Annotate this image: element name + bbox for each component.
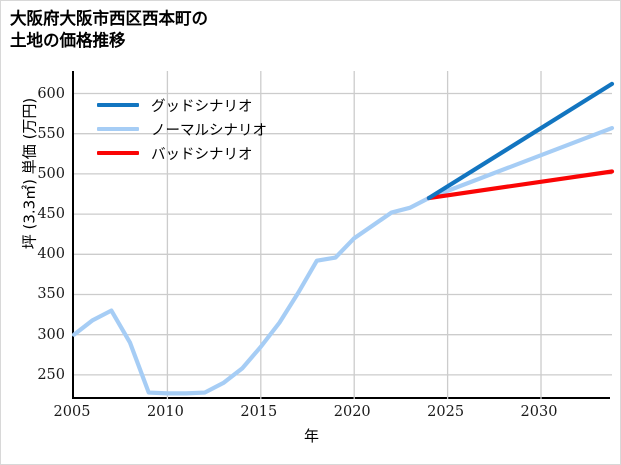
y-axis-tick-label: 450 [37,206,65,223]
legend-color-swatch [97,103,139,107]
series-line [426,169,615,201]
y-axis-tick-label: 250 [37,366,65,383]
y-axis-tick-label: 400 [37,246,65,263]
grid-lines [74,71,612,399]
legend-item-label: グッドシナリオ [151,98,253,115]
x-axis-tick-label: 2015 [240,404,278,420]
page-title: 大阪府大阪市西区西本町の 土地の価格推移 [10,9,208,50]
y-axis-title: 坪 (3.3㎡) 単価 (万円) [20,97,39,250]
legend-item[interactable]: グッドシナリオ [97,93,312,117]
legend-color-swatch [97,151,139,155]
legend-item[interactable]: ノーマルシナリオ [97,117,312,141]
y-axis-tick-labels: 250 300 350 400 450 500 550 600 [1,71,65,399]
x-axis-title: 年 [303,427,319,445]
y-axis-tick-label: 600 [37,85,65,102]
data-series-lines [71,81,615,396]
x-axis-tick-label: 2010 [146,404,184,420]
legend-color-swatch [97,127,139,131]
y-axis-tick-label: 550 [37,125,65,142]
plot-area [71,71,615,399]
x-axis-tick-label: 2025 [427,404,465,420]
series-line [426,81,615,201]
x-axis-tick-label: 2020 [333,404,371,420]
legend-item[interactable]: バッドシナリオ [97,141,312,165]
x-axis-tick-labels: 2005 2010 2015 2020 2025 2030 [54,404,610,426]
series-line [71,125,615,396]
x-axis-tick-label: 2005 [53,404,91,420]
x-axis-tick-label: 2030 [520,404,558,420]
y-axis-tick-label: 300 [37,326,65,343]
legend-item-label: ノーマルシナリオ [151,122,267,139]
chart-legend: グッドシナリオ ノーマルシナリオ バッドシナリオ [97,93,312,165]
y-axis-tick-label: 500 [37,165,65,182]
y-axis-tick-label: 350 [37,286,65,303]
legend-item-label: バッドシナリオ [151,146,253,163]
